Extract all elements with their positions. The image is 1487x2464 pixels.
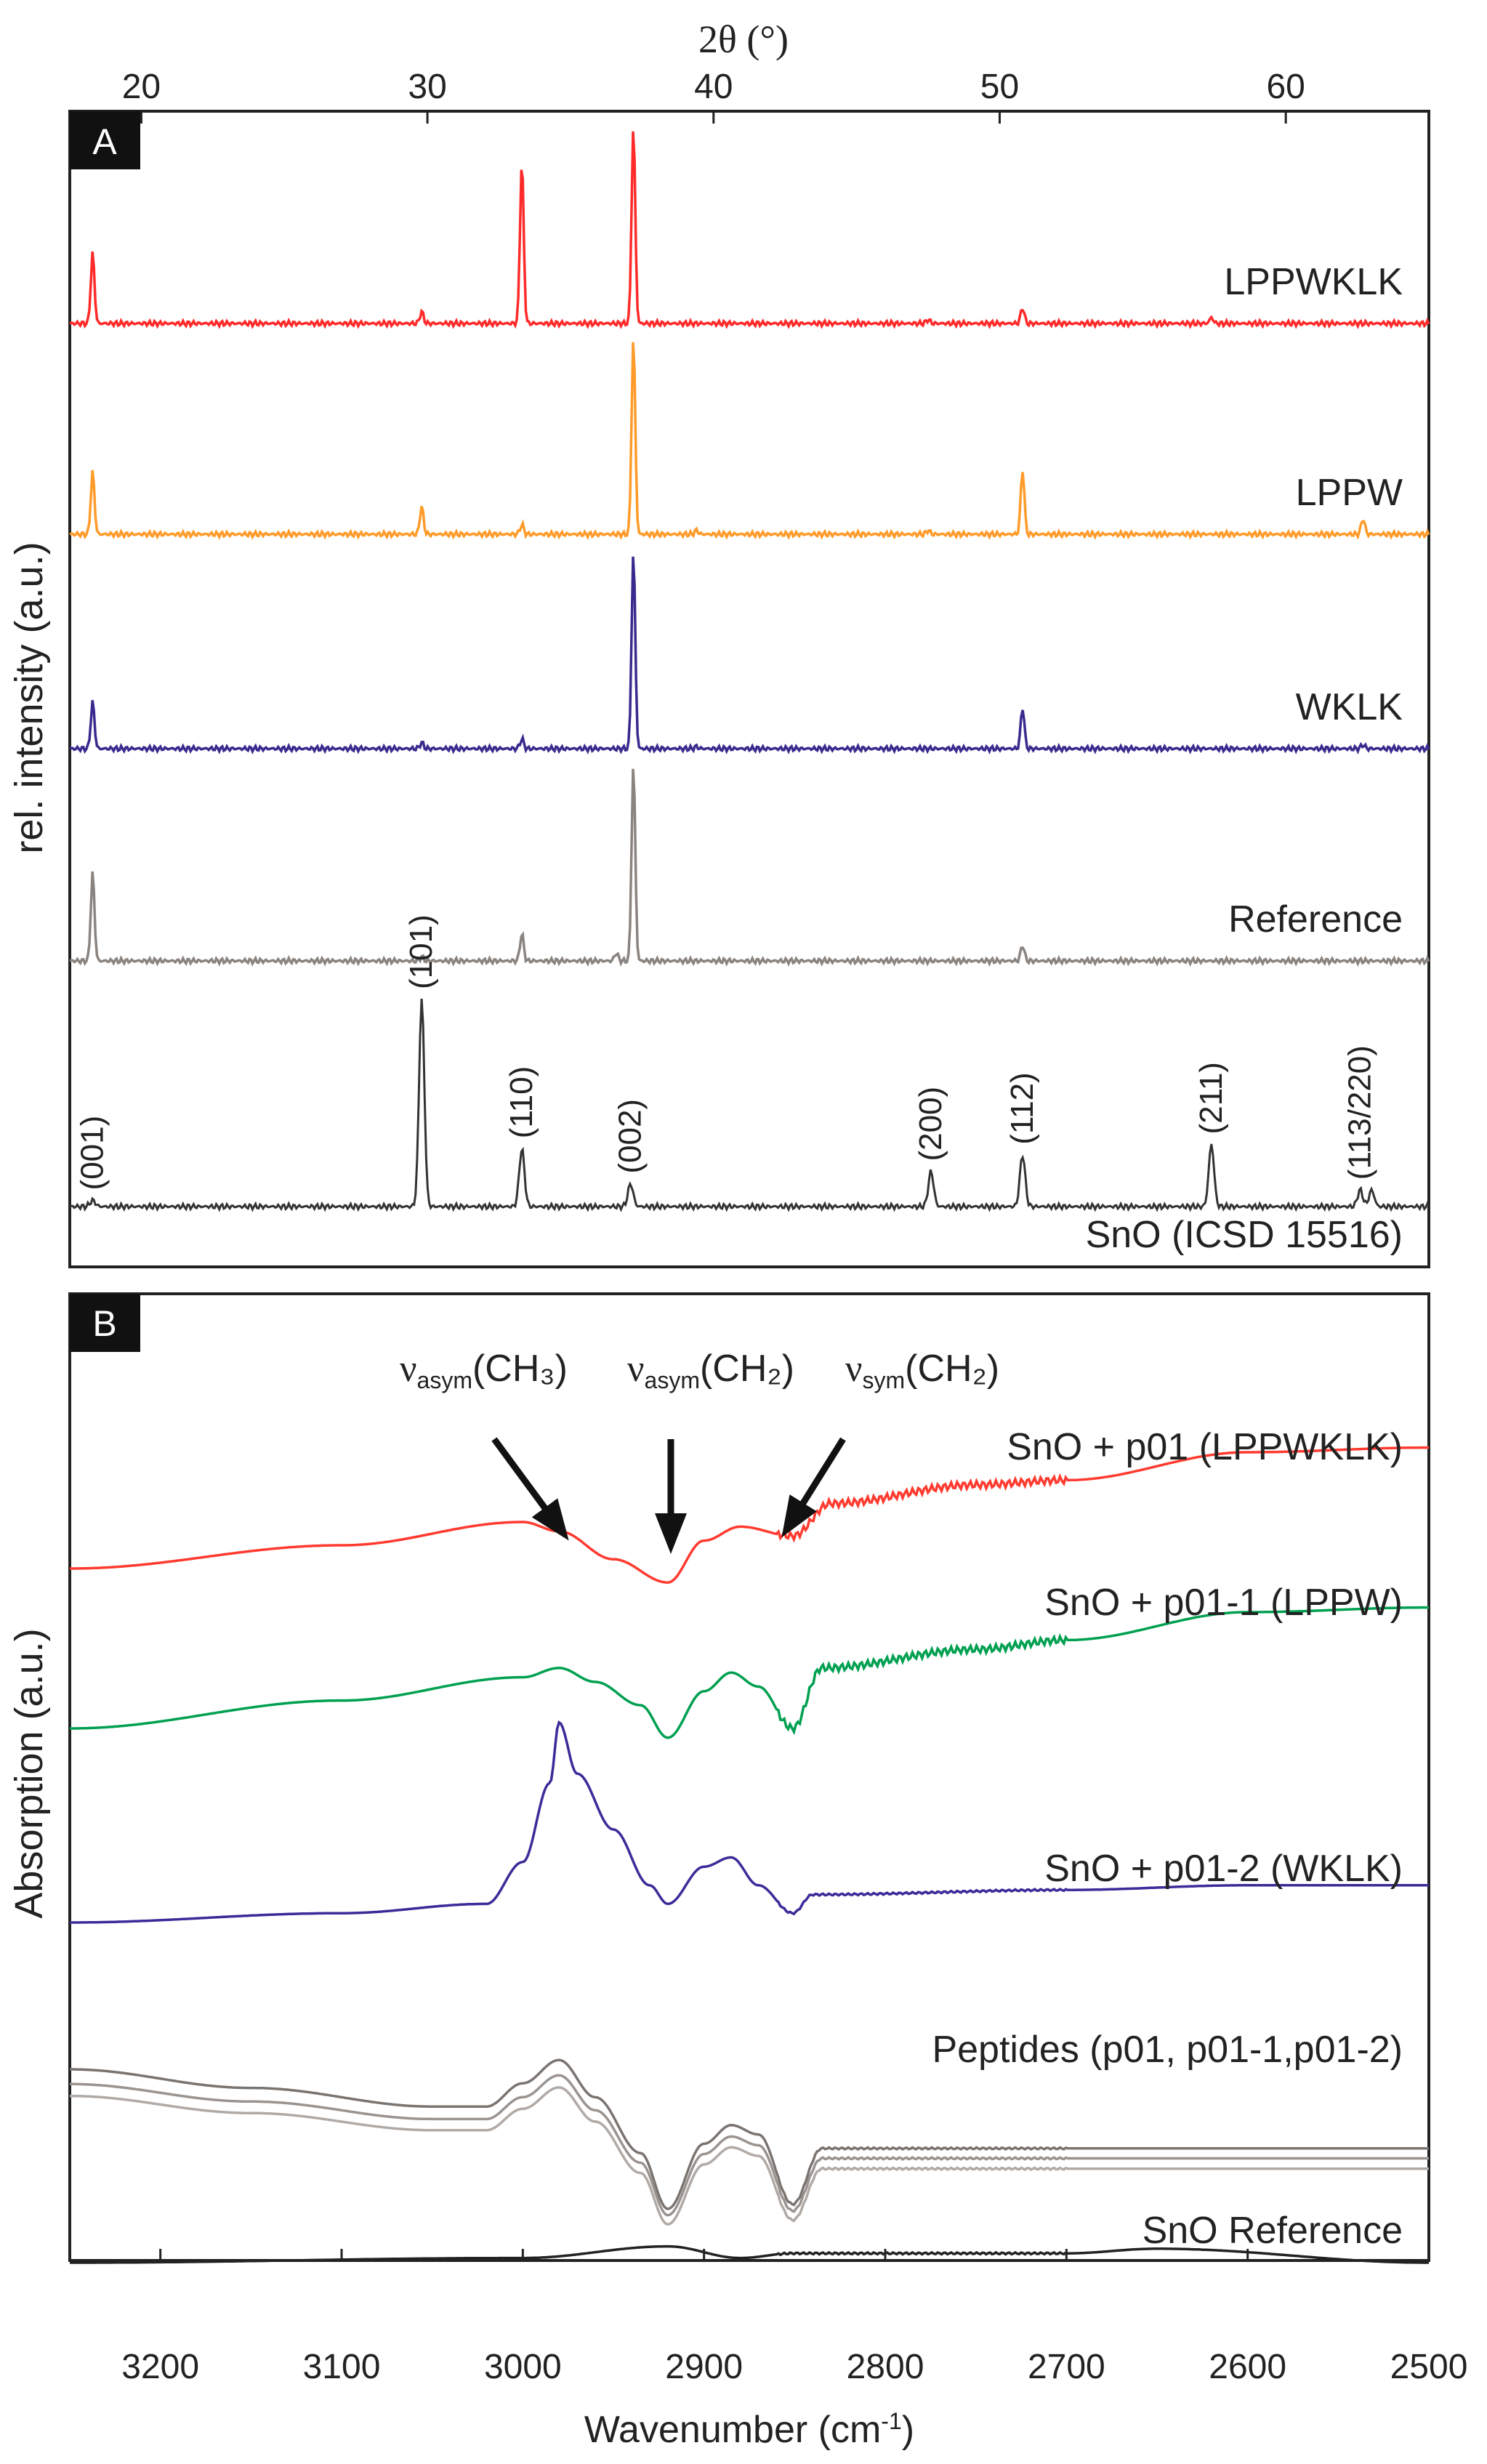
panel-b-x-axis-title-sup: -1: [881, 2408, 901, 2434]
panel-b-frame: [68, 1292, 1430, 2262]
ftir-series-label-sno-p01-lppwklk: SnO + p01 (LPPWKLK): [1007, 1426, 1403, 1468]
annotation-arrow-head: [531, 1498, 569, 1541]
annotation-label: νasym(CH₃): [400, 1348, 568, 1393]
annotation-subscript: sym: [863, 1367, 906, 1393]
annotation-arrow-head: [655, 1513, 687, 1554]
annotation-2: νasym(CH₂): [627, 1348, 794, 1554]
annotation-label: νsym(CH₂): [845, 1348, 999, 1393]
bottom-tick-label: 3000: [484, 2348, 562, 2386]
ftir-series-peptides-p01-p01-1-p01-2: [70, 2058, 1429, 2210]
panel-a-reference-pattern: (001) (101) (110) (002) (200) (112) (211) (113/…: [69, 914, 1430, 1212]
panel-b-bottom-ticks: 3200 3100 3000 2900 2800 2700 2600 2500: [121, 2249, 1467, 2386]
xrd-series-label-lppw: LPPW: [1296, 472, 1403, 514]
xrd-series-label-reference: Reference: [1228, 898, 1403, 941]
ftir-series-sno-p01-2-wklk: [70, 1720, 1429, 1924]
panel-b-tag-bg: [70, 1294, 140, 1352]
reflection-label-211: (211): [1193, 1062, 1229, 1134]
reference-pattern-line: [69, 999, 1430, 1212]
bottom-tick-label: 2600: [1209, 2348, 1286, 2386]
annotation-arrow-head: [781, 1494, 817, 1538]
reflection-label-001: (001): [74, 1116, 110, 1191]
xrd-series-lppw: [69, 342, 1430, 541]
panel-a-series-labels: LPPWKLK LPPW WKLK Reference: [1224, 261, 1403, 941]
ftir-series-peptides-overlay-2: [70, 2086, 1429, 2226]
top-tick-label: 40: [694, 68, 733, 106]
panel-a-reference-name: SnO (ICSD 15516): [1086, 1214, 1403, 1256]
panel-a-tag-bg: [70, 111, 140, 169]
ftir-series-sno-reference: [70, 2244, 1429, 2264]
annotation-subscript: asym: [645, 1367, 700, 1393]
panel-b-series: [70, 1446, 1429, 2264]
panel-a-series: [69, 131, 1430, 967]
top-tick-label: 60: [1266, 68, 1305, 106]
xrd-series-reference: [69, 768, 1430, 967]
annotation-symbol: ν: [845, 1348, 863, 1390]
ftir-series-label-peptides-p01-p01-1-p01-2: Peptides (p01, p01-1,p01-2): [932, 2029, 1403, 2071]
panel-a-y-axis-title: rel. intensity (a.u.): [7, 541, 51, 853]
reflection-label-113-220: (113/220): [1342, 1045, 1378, 1180]
panel-b-series-labels: SnO + p01 (LPPWKLK) SnO + p01-1 (LPPW) SnO…: [932, 1426, 1403, 2252]
panel-b: B Absorption (a.u.) Wavenumber (cm-1) 32…: [7, 1292, 1467, 2451]
xrd-series-wklk: [69, 556, 1430, 755]
annotation-label: νasym(CH₂): [627, 1348, 794, 1393]
reflection-label-002: (002): [613, 1099, 648, 1174]
ftir-series-peptides-overlay-1: [70, 2074, 1429, 2217]
panel-b-x-axis-title: Wavenumber (cm-1): [584, 2408, 914, 2451]
annotation-group: (CH₃): [472, 1348, 568, 1390]
annotation-1: νasym(CH₃): [400, 1348, 569, 1541]
panel-a: A 2θ (°) rel. intensity (a.u.) 20 30 40 50 6…: [7, 17, 1430, 1268]
panel-a-top-axis-title: 2θ (°): [698, 17, 789, 61]
panel-b-tag: B: [92, 1303, 116, 1344]
ftir-series-label-sno-p01-1-lppw: SnO + p01-1 (LPPW): [1044, 1582, 1403, 1624]
ftir-series-sno-p01-1-lppw: [70, 1606, 1429, 1739]
bottom-tick-label: 2500: [1390, 2348, 1468, 2386]
top-tick-label: 50: [980, 68, 1019, 106]
bottom-tick-label: 2800: [847, 2348, 924, 2386]
panel-b-x-axis-title-main: Wavenumber (cm: [584, 2409, 881, 2451]
panel-a-frame: [68, 110, 1430, 1268]
xrd-series-lppwklk: [69, 131, 1430, 330]
panel-a-top-ticks: 20 30 40 50 60: [122, 68, 1305, 124]
annotation-3: νsym(CH₂): [781, 1348, 999, 1538]
panel-b-x-axis-title-end: ): [902, 2409, 914, 2451]
ftir-series-sno-p01-lppwklk: [70, 1446, 1429, 1584]
ftir-series-label-sno-p01-2-wklk: SnO + p01-2 (WKLK): [1044, 1848, 1403, 1890]
reflection-label-200: (200): [913, 1087, 948, 1161]
bottom-tick-label: 2700: [1028, 2348, 1105, 2386]
bottom-tick-label: 2900: [665, 2348, 743, 2386]
xrd-series-label-wklk: WKLK: [1296, 686, 1403, 728]
annotation-group: (CH₂): [700, 1348, 794, 1390]
panel-b-annotations: νasym(CH₃) νasym(CH₂) νsym(CH₂): [400, 1348, 999, 1554]
panel-a-tag: A: [92, 121, 117, 162]
annotation-subscript: asym: [417, 1367, 472, 1393]
reflection-label-112: (112): [1004, 1072, 1040, 1144]
reflection-label-101: (101): [403, 914, 439, 989]
bottom-tick-label: 3200: [121, 2348, 199, 2386]
panel-b-y-axis-title: Absorption (a.u.): [7, 1628, 51, 1918]
top-tick-label: 20: [122, 68, 161, 106]
xrd-series-label-lppwklk: LPPWKLK: [1224, 261, 1403, 303]
annotation-group: (CH₂): [905, 1348, 999, 1390]
bottom-tick-label: 3100: [303, 2348, 381, 2386]
annotation-symbol: ν: [400, 1348, 417, 1390]
ftir-series-label-sno-reference: SnO Reference: [1143, 2210, 1403, 2252]
reflection-label-110: (110): [504, 1066, 539, 1138]
top-tick-label: 30: [408, 68, 446, 106]
annotation-symbol: ν: [627, 1348, 645, 1390]
